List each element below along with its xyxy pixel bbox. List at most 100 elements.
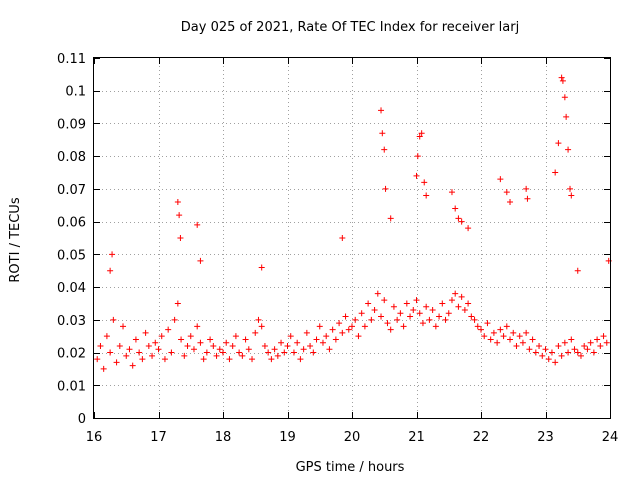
data-point	[465, 225, 472, 232]
data-point	[384, 320, 391, 327]
data-point	[129, 362, 136, 369]
x-tick-label: 23	[537, 430, 554, 445]
data-point	[236, 349, 243, 356]
data-point	[184, 343, 191, 349]
data-point	[413, 297, 420, 304]
data-point	[439, 300, 446, 307]
data-point	[197, 257, 204, 264]
data-point	[223, 339, 230, 346]
data-point	[565, 146, 572, 153]
data-point	[390, 303, 397, 310]
data-point	[552, 359, 559, 366]
y-axis-label: ROTI / TECUs	[8, 197, 23, 282]
data-point	[113, 359, 120, 366]
data-point	[278, 339, 285, 346]
data-point	[142, 329, 149, 336]
data-point	[559, 77, 566, 84]
data-point	[300, 346, 307, 353]
data-point	[581, 343, 588, 349]
data-point	[287, 333, 294, 340]
data-point	[310, 349, 317, 356]
data-point	[387, 215, 394, 222]
data-point	[513, 343, 520, 349]
data-point	[523, 329, 530, 336]
data-point	[200, 356, 207, 363]
y-tick-label: 0.03	[57, 314, 86, 329]
data-point	[563, 113, 570, 120]
data-point	[558, 74, 565, 81]
data-point	[455, 215, 462, 222]
data-point	[561, 94, 568, 101]
data-point	[307, 343, 314, 349]
data-point	[448, 189, 455, 196]
data-point	[339, 235, 346, 241]
data-point	[226, 356, 233, 363]
data-point	[361, 323, 368, 330]
data-point	[194, 221, 201, 228]
data-point	[152, 339, 159, 346]
data-point	[445, 310, 452, 317]
y-tick-label: 0	[78, 412, 86, 427]
data-point	[458, 293, 465, 300]
x-tick-label: 24	[602, 430, 619, 445]
data-point	[174, 300, 181, 307]
data-point	[177, 235, 184, 241]
data-point	[203, 349, 210, 356]
data-point	[490, 329, 497, 336]
data-point	[539, 352, 546, 359]
data-point	[414, 153, 421, 160]
data-point	[213, 352, 220, 359]
data-point	[379, 130, 386, 137]
data-point	[381, 297, 388, 304]
y-tick-label: 0.04	[57, 281, 86, 296]
data-point	[378, 313, 385, 320]
data-point	[303, 329, 310, 336]
data-point	[552, 169, 559, 176]
data-point	[319, 339, 326, 346]
data-point	[210, 343, 217, 349]
data-point	[536, 343, 543, 349]
data-point	[242, 336, 249, 343]
data-point	[252, 329, 259, 336]
data-point	[494, 339, 501, 346]
data-point	[587, 339, 594, 346]
data-point	[336, 320, 343, 327]
data-point	[568, 336, 575, 343]
data-point	[429, 307, 436, 313]
data-point	[532, 349, 539, 356]
data-point	[555, 140, 562, 147]
data-point	[590, 349, 597, 356]
data-point	[261, 343, 268, 349]
data-point	[397, 310, 404, 317]
data-point	[168, 349, 175, 356]
x-tick-label: 20	[344, 430, 361, 445]
data-point	[265, 349, 272, 356]
data-point	[187, 333, 194, 340]
data-point	[94, 356, 101, 363]
y-tick-label: 0.02	[57, 347, 86, 362]
data-point	[197, 339, 204, 346]
data-point	[474, 323, 481, 330]
data-point	[281, 349, 288, 356]
data-point	[332, 336, 339, 343]
data-point	[558, 352, 565, 359]
data-point	[571, 346, 578, 353]
data-point	[577, 352, 584, 359]
data-point	[326, 346, 333, 353]
data-point	[126, 346, 133, 353]
data-point	[510, 329, 517, 336]
data-point	[145, 343, 152, 349]
data-point	[239, 352, 246, 359]
data-point	[481, 333, 488, 340]
series-roti	[94, 74, 612, 372]
data-point	[442, 316, 449, 323]
data-point	[519, 339, 526, 346]
data-point	[323, 333, 330, 340]
data-point	[382, 185, 389, 192]
data-point	[107, 349, 114, 356]
data-point	[574, 267, 581, 274]
data-point	[258, 264, 265, 271]
data-point	[597, 343, 604, 349]
data-point	[419, 320, 426, 327]
data-point	[136, 349, 143, 356]
